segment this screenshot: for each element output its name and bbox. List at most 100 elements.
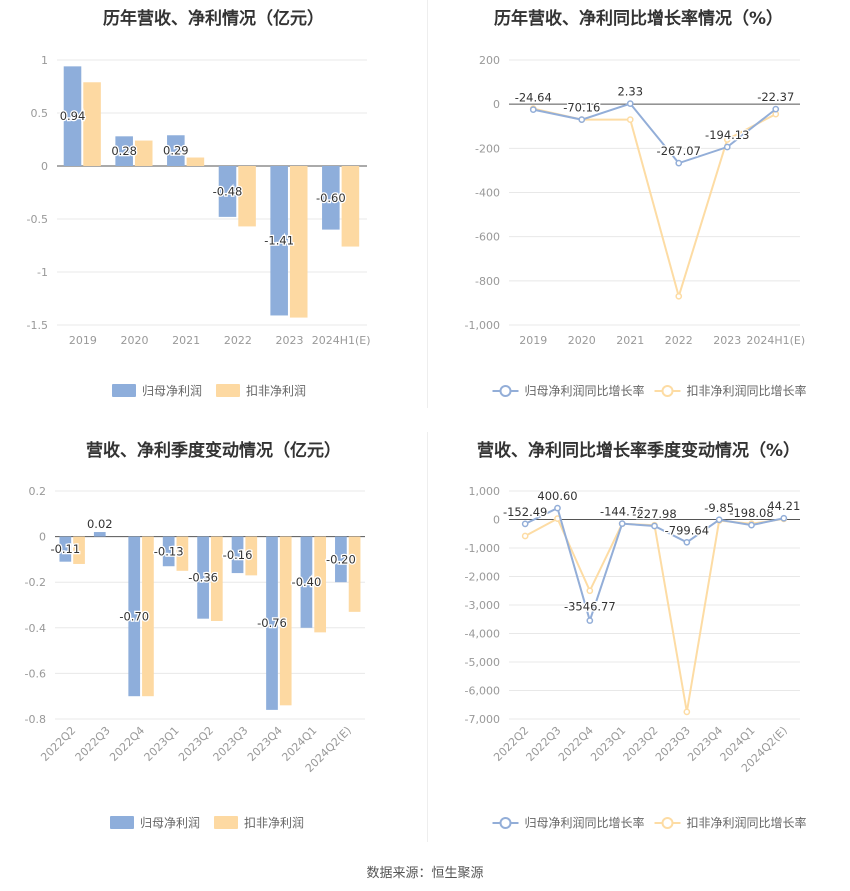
bar-deducted-profit [83,82,101,166]
x-tick-label: 2023Q1 [588,724,628,764]
y-tick-label: 0 [39,531,46,544]
bar-net-profit [270,166,288,316]
y-tick-label: 1,000 [469,485,501,498]
data-label: -0.16 [223,548,253,562]
bar-deducted-profit [341,166,360,247]
data-label: -194.13 [705,128,749,142]
data-label: -24.64 [515,91,552,105]
bar-deducted-profit [289,166,308,318]
legend-swatch-net-profit [110,816,134,829]
point-net-profit-growth [521,520,529,528]
y-tick-label: -400 [475,187,500,200]
y-tick-label: 0 [493,98,500,111]
x-tick-label: 2019 [69,334,97,347]
bar-net-profit [300,536,313,628]
chart-svg: 1 0.5 0 -0.5 -1 -1.5 2019 2020 2021 2022 2023 2024H… [27,54,371,398]
vertical-divider [427,0,428,408]
point-net-profit-growth [675,159,683,167]
bar-net-profit [115,136,133,166]
point-net-profit-growth [626,100,634,108]
point-net-profit-growth [780,514,788,522]
bar-net-profit [162,536,175,567]
bar-deducted-profit [348,536,361,612]
y-tick-label: -0.2 [25,576,46,589]
x-tick-label: 2024H1(E) [312,334,371,347]
chart-svg: 1,000 0 -1,000 -2,000 -3,000 -4,000 -5,000 -6,0… [465,485,807,830]
legend-marker-net-profit-growth [499,817,512,829]
x-tick-label: 2019 [519,334,547,347]
data-label: -227.98 [632,507,676,521]
data-label: -799.64 [665,523,709,537]
bar-deducted-profit [238,166,256,227]
bar-net-profit [128,536,141,697]
chart-annual-profit: 历年营收、净利情况（亿元） 1 0.5 0 -0.5 -1 -1.5 2019 2020 202… [0,0,427,420]
x-tick-label: 2023Q1 [142,724,182,764]
chart-title: 历年营收、净利同比增长率情况（%） [493,9,784,29]
x-tick-label: 2023 [713,334,741,347]
data-label: -267.07 [657,144,701,158]
y-tick-label: -0.4 [25,622,46,635]
bar-deducted-profit [134,140,153,166]
bar-net-profit [322,166,340,230]
bar-deducted-profit [142,536,154,697]
chart-svg: 200 0 -200 -400 -600 -800 -1,000 2019 2020 2021 20… [465,54,807,398]
x-tick-label: 2024H1(E) [746,334,805,347]
x-tick-label: 2022Q4 [556,724,596,764]
legend-swatch-deducted-profit [216,384,240,397]
x-tick-label: 2023Q3 [653,724,693,764]
point-deducted-profit-growth [683,708,691,716]
y-tick-label: 0 [41,160,48,173]
y-tick-label: -200 [475,142,500,155]
data-label: -0.60 [316,191,346,205]
data-label: -144.76 [600,505,644,519]
x-tick-label: 2020 [568,334,596,347]
legend-label: 归母净利润同比增长率 [525,383,645,398]
data-label: -152.49 [503,505,547,519]
data-label: 0.02 [87,517,113,531]
data-label: 2.33 [617,85,643,99]
point-net-profit-growth [723,143,731,151]
x-tick-label: 2023Q4 [685,724,725,764]
bar-deducted-profit [245,536,258,576]
point-net-profit-growth [651,522,658,530]
point-net-profit-growth [529,106,537,113]
data-label: -0.48 [213,184,243,198]
y-tick-label: -1.5 [27,319,48,332]
x-tick-label: 2022 [224,334,252,347]
x-tick-label: 2022Q2 [38,724,78,764]
y-tick-label: -7,000 [465,713,500,726]
line-net-profit-growth [533,102,777,165]
point-net-profit-growth [683,538,691,546]
y-tick-label: -5,000 [465,656,500,669]
data-source: 数据来源：恒生聚源 [366,866,484,881]
point-net-profit-growth [578,116,586,124]
point-net-profit-growth [715,516,723,524]
x-tick-label: 2021 [616,334,644,347]
legend-label: 扣非净利润同比增长率 [687,383,807,398]
x-tick-label: 2023Q2 [621,724,661,764]
x-tick-label: 2023 [276,334,304,347]
point-net-profit-growth [554,504,561,512]
x-tick-label: 2022Q4 [107,724,147,764]
chart-quarterly-profit: 营收、净利季度变动情况（亿元） 0.2 0 -0.2 -0.4 -0.6 -0.8 2022… [0,428,427,848]
chart-title: 营收、净利季度变动情况（亿元） [86,441,341,461]
x-tick-label: 2022Q3 [524,724,564,764]
chart-annual-growth: 历年营收、净利同比增长率情况（%） 200 0 -200 -400 -600 -800 -1… [427,0,850,420]
point-net-profit-growth [748,521,755,529]
legend-label: 扣非净利润 [244,816,304,830]
data-label: 0.29 [163,144,189,158]
data-label: -22.37 [757,90,794,104]
legend-swatch-net-profit [112,384,136,397]
data-label: -0.76 [257,616,287,630]
data-label: -0.70 [119,609,149,623]
data-label: -0.36 [188,571,218,585]
bar-net-profit [167,135,185,166]
data-label: -3546.77 [564,600,616,614]
y-tick-label: -6,000 [465,685,500,698]
bar-net-profit [266,536,278,710]
data-label: 0.94 [60,109,86,123]
point-deducted-profit-growth [723,136,731,143]
y-tick-label: 0.2 [29,485,47,498]
x-tick-label: 2020 [121,334,149,347]
y-tick-label: -3,000 [465,599,500,612]
